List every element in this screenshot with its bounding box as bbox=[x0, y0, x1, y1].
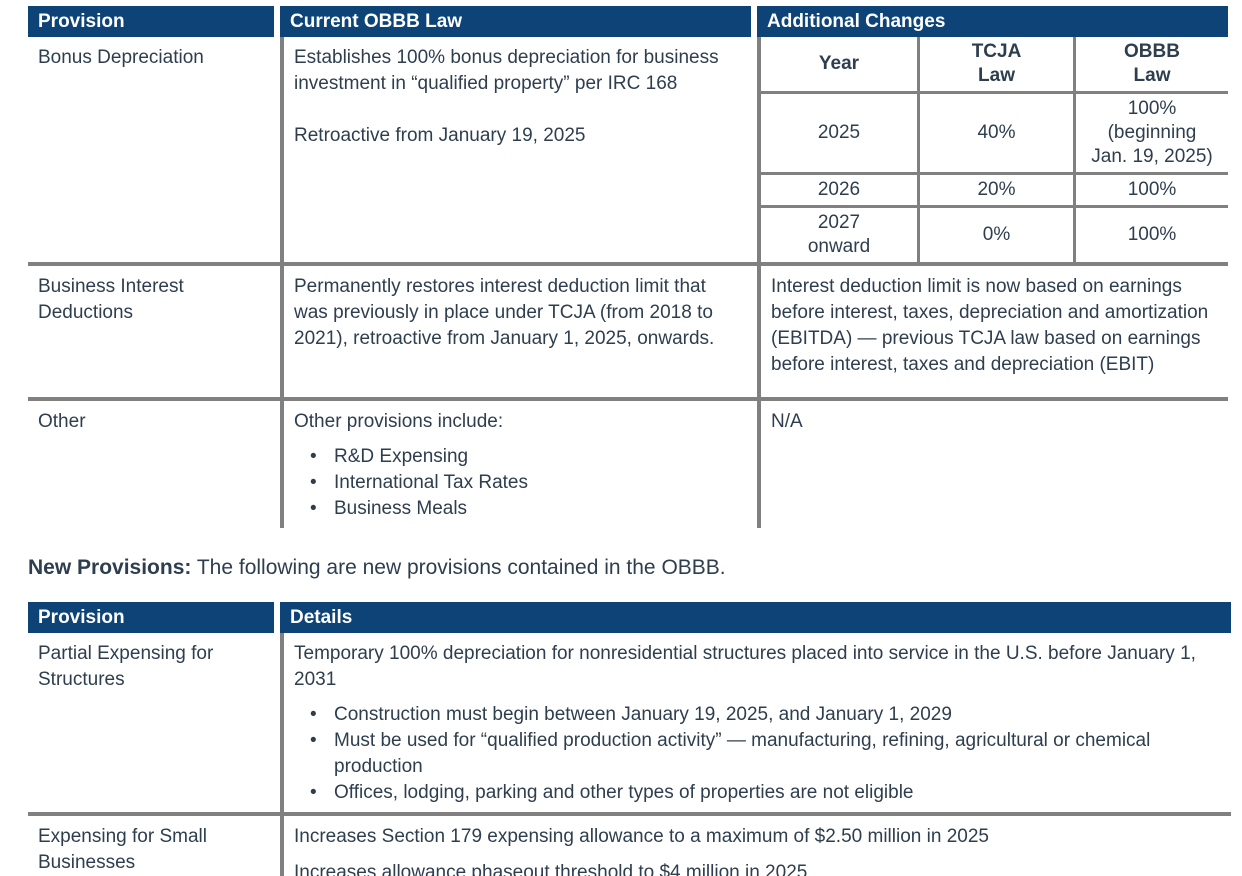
paragraph: Other provisions include: bbox=[294, 411, 504, 432]
new-provisions-label: New Provisions: bbox=[28, 556, 192, 579]
cell-provision: Business Interest Deductions bbox=[38, 276, 184, 323]
paragraph: Retroactive from January 19, 2025 bbox=[294, 125, 586, 146]
rate-header-year: Year bbox=[818, 53, 860, 74]
rate-header-tcja-law: TCJA Law bbox=[917, 37, 1073, 91]
bullet-item: R&D Expensing bbox=[294, 444, 743, 470]
paragraph: N/A bbox=[771, 411, 803, 432]
cell-additional-changes: Year TCJA Law OBBB Law 2025 40% 100% (be… bbox=[757, 37, 1228, 262]
cell-provision: Other bbox=[38, 411, 86, 432]
rate-cell-year: 2025 bbox=[761, 91, 917, 172]
rate-cell-tcja: 0% bbox=[917, 205, 1073, 262]
paragraph: Interest deduction limit is now based on… bbox=[771, 276, 1209, 375]
rate-cell-tcja: 20% bbox=[917, 172, 1073, 205]
bullet-item: Offices, lodging, parking and other type… bbox=[294, 780, 1217, 806]
bullet-list: Construction must begin between January … bbox=[294, 702, 1217, 806]
cell-additional-changes: N/A bbox=[757, 401, 1228, 528]
bonus-rate-table: Year TCJA Law OBBB Law 2025 40% 100% (be… bbox=[761, 37, 1228, 262]
new-provisions-text: The following are new provisions contain… bbox=[191, 556, 726, 579]
cell-current-law: Other provisions include: R&D Expensing … bbox=[280, 401, 757, 528]
bullet-item: Business Meals bbox=[294, 496, 743, 522]
cell-provision: Expensing for Small Businesses bbox=[38, 826, 207, 873]
header-cell-additional-changes: Additional Changes bbox=[757, 6, 1228, 37]
paragraph: Permanently restores interest deduction … bbox=[294, 276, 715, 349]
comparison-table-header: Provision Current OBBB Law Additional Ch… bbox=[28, 6, 1228, 37]
rate-cell-year: 2026 bbox=[761, 172, 917, 205]
header-cell-provision: Provision bbox=[28, 6, 274, 37]
bullet-list: R&D Expensing International Tax Rates Bu… bbox=[294, 444, 743, 522]
header-cell-details: Details bbox=[280, 602, 1231, 633]
table-row-small-business-expensing: Expensing for Small Businesses Increases… bbox=[28, 812, 1231, 876]
bullet-item: International Tax Rates bbox=[294, 470, 743, 496]
rate-cell-obbb: 100% bbox=[1073, 205, 1228, 262]
paragraph: Increases allowance phaseout threshold t… bbox=[294, 862, 808, 876]
new-provisions-table: Provision Details Partial Expensing for … bbox=[28, 602, 1231, 876]
cell-details: Increases Section 179 expensing allowanc… bbox=[280, 816, 1231, 876]
table-row-business-interest: Business Interest Deductions Permanently… bbox=[28, 262, 1228, 397]
rate-header-obbb-law: OBBB Law bbox=[1073, 37, 1228, 91]
new-provisions-note: New Provisions: The following are new pr… bbox=[28, 554, 1242, 582]
rate-cell-tcja: 40% bbox=[917, 91, 1073, 172]
rate-cell-obbb: 100% (beginning Jan. 19, 2025) bbox=[1073, 91, 1228, 172]
table-row-bonus-depreciation: Bonus Depreciation Establishes 100% bonu… bbox=[28, 37, 1228, 262]
bullet-item: Construction must begin between January … bbox=[294, 702, 1217, 728]
cell-provision: Bonus Depreciation bbox=[38, 47, 204, 68]
cell-details: Temporary 100% depreciation for nonresid… bbox=[280, 633, 1231, 812]
table-row-other: Other Other provisions include: R&D Expe… bbox=[28, 397, 1228, 528]
header-cell-current-obbb-law: Current OBBB Law bbox=[280, 6, 751, 37]
paragraph: Increases Section 179 expensing allowanc… bbox=[294, 826, 989, 847]
paragraph: Establishes 100% bonus depreciation for … bbox=[294, 47, 719, 94]
table-row-partial-expensing: Partial Expensing for Structures Tempora… bbox=[28, 633, 1231, 812]
new-provisions-table-header: Provision Details bbox=[28, 602, 1231, 633]
cell-current-law: Permanently restores interest deduction … bbox=[280, 266, 757, 397]
paragraph: Temporary 100% depreciation for nonresid… bbox=[294, 643, 1196, 690]
header-cell-provision: Provision bbox=[28, 602, 274, 633]
rate-cell-year: 2027 onward bbox=[761, 205, 917, 262]
cell-provision: Partial Expensing for Structures bbox=[38, 643, 214, 690]
cell-additional-changes: Interest deduction limit is now based on… bbox=[757, 266, 1228, 397]
bullet-item: Must be used for “qualified production a… bbox=[294, 728, 1217, 780]
cell-current-law: Establishes 100% bonus depreciation for … bbox=[280, 37, 757, 262]
rate-cell-obbb: 100% bbox=[1073, 172, 1228, 205]
comparison-table: Provision Current OBBB Law Additional Ch… bbox=[28, 6, 1228, 528]
